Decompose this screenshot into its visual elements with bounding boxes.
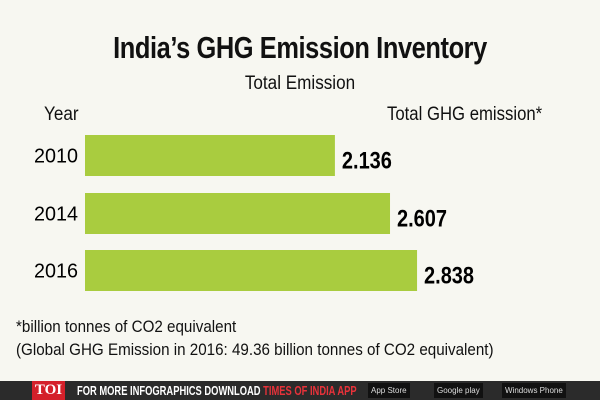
value-label: 2.136 (342, 148, 392, 175)
promo-text-app: TIMES OF INDIA APP (263, 383, 357, 398)
chart-subtitle: Total Emission (244, 73, 356, 94)
y-axis-label: Year (44, 104, 79, 125)
app-store-badge[interactable]: App Store (368, 383, 410, 398)
footnote-global: (Global GHG Emission in 2016: 49.36 bill… (16, 341, 494, 359)
windows-phone-badge[interactable]: Windows Phone (502, 383, 566, 398)
chart-title: India’s GHG Emission Inventory (113, 30, 487, 65)
promo-text-main: FOR MORE INFOGRAPHICS DOWNLOAD (77, 383, 264, 398)
footnote-units: *billion tonnes of CO2 equivalent (16, 318, 237, 336)
category-label: 2010 (34, 146, 78, 168)
bar-2014 (85, 193, 391, 234)
google-play-badge[interactable]: Google play (434, 383, 483, 398)
bar-chart: 2010 2.136 2014 2.607 2016 2.838 (34, 135, 474, 291)
value-label: 2.607 (397, 206, 447, 233)
category-label: 2016 (34, 261, 78, 283)
bar-2016 (85, 250, 418, 291)
value-axis-label: Total GHG emission* (387, 104, 543, 125)
bar-2010 (85, 135, 335, 176)
promo-text: FOR MORE INFOGRAPHICS DOWNLOAD TIMES OF … (77, 382, 357, 399)
value-label: 2.838 (424, 263, 474, 290)
category-label: 2014 (34, 204, 78, 226)
toi-logo: TOI (32, 381, 65, 400)
